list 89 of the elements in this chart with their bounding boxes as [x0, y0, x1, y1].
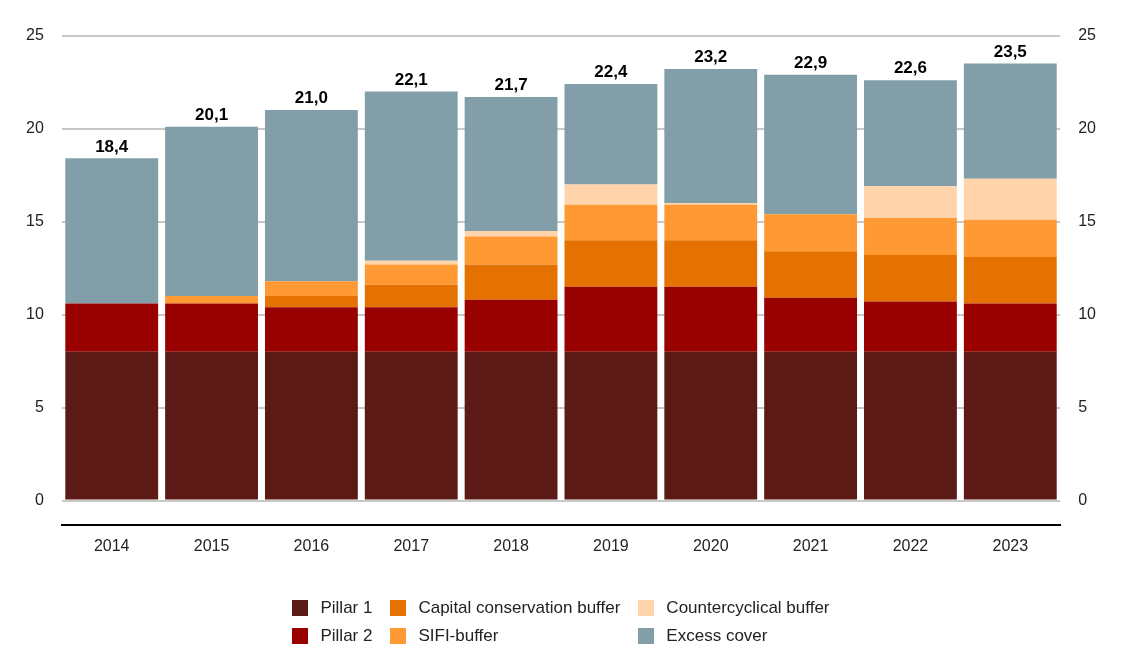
- bar: [963, 219, 1057, 257]
- x-tick-label: 2016: [293, 536, 330, 554]
- x-tick-label: 2014: [93, 536, 130, 554]
- legend-label: Capital conservation buffer: [418, 598, 621, 618]
- bar: [864, 186, 957, 218]
- bar: [464, 96, 558, 231]
- bar: [764, 297, 858, 352]
- bar: [65, 303, 159, 352]
- bar: [65, 351, 159, 500]
- x-tick-label: 2021: [792, 536, 829, 554]
- bar: [264, 110, 358, 282]
- total-label: 21,0: [294, 88, 328, 108]
- y-tick-label: 0: [34, 491, 44, 509]
- x-tick-label: 2020: [692, 536, 729, 554]
- total-label: 22,4: [594, 62, 629, 82]
- y2-tick-label: 15: [1078, 212, 1097, 230]
- bar: [464, 351, 558, 500]
- legend-label: Excess cover: [666, 626, 768, 646]
- y-tick-label: 10: [26, 305, 44, 323]
- bar: [764, 214, 858, 252]
- total-label: 21,7: [494, 75, 528, 95]
- total-label: 18,4: [95, 136, 129, 156]
- y2-tick-label: 10: [1078, 305, 1097, 323]
- bar: [864, 217, 957, 256]
- total-label: 22,6: [893, 58, 927, 78]
- bar: [564, 204, 658, 241]
- x-tick-label: 2018: [493, 536, 529, 554]
- y2-tick-label: 5: [1078, 398, 1088, 416]
- bar: [564, 351, 658, 500]
- x-tick-label: 2015: [193, 536, 230, 554]
- bar: [664, 286, 758, 352]
- bar: [963, 256, 1057, 304]
- y-tick-label: 25: [26, 26, 44, 44]
- bar: [564, 83, 658, 185]
- total-label: 22,1: [394, 69, 428, 89]
- bar: [264, 307, 358, 352]
- bar: [165, 126, 258, 297]
- bar: [264, 351, 358, 500]
- legend-label: Pillar 1: [320, 598, 373, 618]
- bar: [264, 296, 358, 308]
- bar: [664, 69, 758, 204]
- bar: [464, 264, 558, 300]
- bar: [664, 240, 758, 287]
- bar: [564, 240, 658, 287]
- total-label: 22,9: [794, 52, 828, 72]
- bar: [764, 251, 858, 298]
- bar: [963, 63, 1057, 179]
- x-tick-label: 2017: [393, 536, 430, 554]
- bar: [864, 80, 957, 187]
- bar: [664, 204, 758, 241]
- bar: [165, 296, 258, 304]
- legend-label: Pillar 2: [320, 626, 373, 646]
- y2-tick-label: 25: [1078, 26, 1097, 44]
- y-tick-label: 5: [34, 398, 44, 416]
- bar: [364, 351, 458, 500]
- bar: [464, 299, 558, 352]
- total-label: 20,1: [195, 104, 229, 124]
- legend-label: SIFI-buffer: [418, 626, 499, 646]
- x-tick-label: 2022: [892, 536, 929, 554]
- total-label: 23,2: [694, 47, 728, 67]
- x-tick-label: 2019: [593, 536, 629, 554]
- y-tick-label: 20: [26, 119, 44, 137]
- bar: [564, 184, 658, 205]
- bar: [864, 351, 957, 500]
- bar: [364, 307, 458, 352]
- bar: [963, 303, 1057, 352]
- bar: [464, 236, 558, 265]
- x-tick-label: 2023: [992, 536, 1029, 554]
- bar: [864, 255, 957, 302]
- bar: [364, 284, 458, 308]
- bar: [864, 301, 957, 352]
- bar: [963, 178, 1057, 220]
- bar: [364, 264, 458, 285]
- bar: [963, 351, 1057, 500]
- bar: [764, 74, 858, 215]
- legend-label: Countercyclical buffer: [666, 598, 830, 618]
- bar: [364, 91, 458, 261]
- bar: [464, 230, 558, 237]
- bar: [664, 351, 758, 500]
- bar: [65, 158, 159, 304]
- bar: [764, 351, 858, 500]
- total-label: 23,5: [993, 41, 1027, 61]
- y2-tick-label: 20: [1078, 119, 1097, 137]
- bar: [165, 303, 258, 352]
- bar: [165, 351, 258, 500]
- y2-tick-label: 0: [1078, 491, 1088, 509]
- bar: [264, 281, 358, 297]
- bar: [564, 286, 658, 352]
- y-tick-label: 15: [26, 212, 44, 230]
